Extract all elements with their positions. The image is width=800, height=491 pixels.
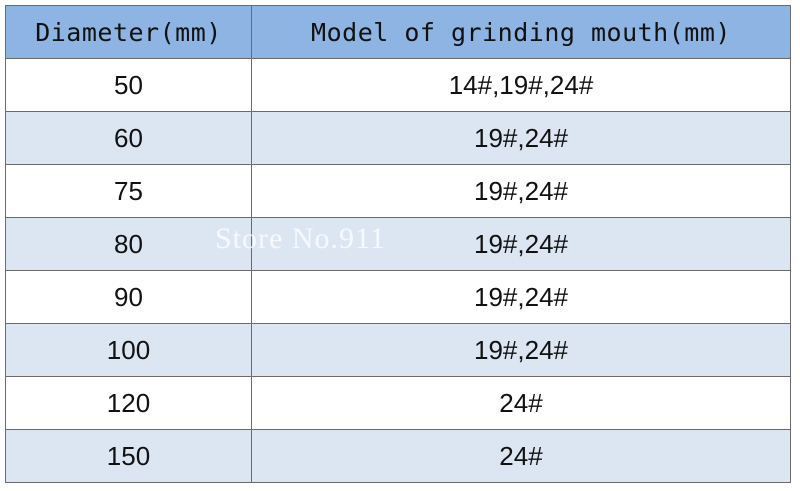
table-row: 150 24# xyxy=(5,429,791,483)
cell-diameter: 80 xyxy=(5,217,252,271)
cell-diameter: 75 xyxy=(5,164,252,218)
cell-model: 19#,24# xyxy=(251,164,791,218)
cell-model: 19#,24# xyxy=(251,111,791,165)
cell-model: 19#,24# xyxy=(251,270,791,324)
table-row: 120 24# xyxy=(5,376,791,430)
cell-diameter: 150 xyxy=(5,429,252,483)
header-model: Model of grinding mouth(mm) xyxy=(251,5,791,59)
table-row: 90 19#,24# xyxy=(5,270,791,324)
cell-model: 24# xyxy=(251,429,791,483)
table-row: 80 19#,24# xyxy=(5,217,791,271)
cell-model: 24# xyxy=(251,376,791,430)
cell-diameter: 120 xyxy=(5,376,252,430)
cell-diameter: 50 xyxy=(5,58,252,112)
cell-model: 19#,24# xyxy=(251,323,791,377)
cell-diameter: 60 xyxy=(5,111,252,165)
cell-diameter: 90 xyxy=(5,270,252,324)
cell-model: 19#,24# xyxy=(251,217,791,271)
spec-table-container: Diameter(mm) Model of grinding mouth(mm)… xyxy=(5,5,791,486)
cell-model: 14#,19#,24# xyxy=(251,58,791,112)
table-header-row: Diameter(mm) Model of grinding mouth(mm) xyxy=(5,5,791,59)
table-row: 75 19#,24# xyxy=(5,164,791,218)
table-row: 60 19#,24# xyxy=(5,111,791,165)
table-row: 50 14#,19#,24# xyxy=(5,58,791,112)
cell-diameter: 100 xyxy=(5,323,252,377)
table-row: 100 19#,24# xyxy=(5,323,791,377)
spec-table: Diameter(mm) Model of grinding mouth(mm)… xyxy=(5,5,791,483)
header-diameter: Diameter(mm) xyxy=(5,5,252,59)
